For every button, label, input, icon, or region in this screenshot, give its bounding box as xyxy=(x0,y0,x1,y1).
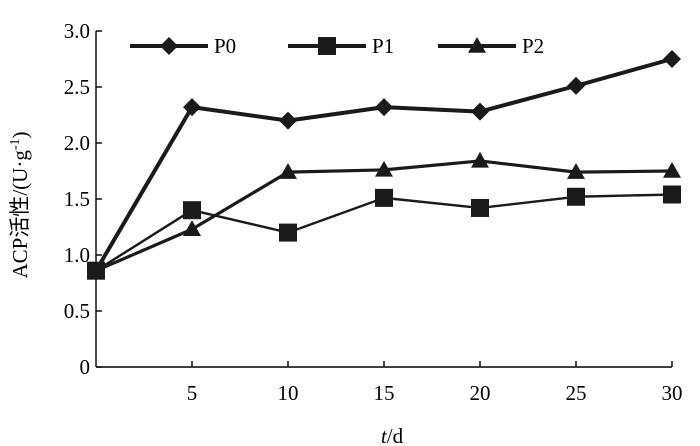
x-tick-label: 15 xyxy=(374,381,395,405)
data-point xyxy=(471,102,489,121)
data-point xyxy=(567,163,585,179)
y-axis-label-sup: -1 xyxy=(8,138,23,150)
series-P2 xyxy=(87,151,681,278)
legend-label: P1 xyxy=(372,34,394,58)
legend-item-P0: P0 xyxy=(130,34,236,58)
x-tick-label: 5 xyxy=(187,381,198,405)
y-tick-label: 2.0 xyxy=(64,131,90,155)
data-point xyxy=(471,198,489,217)
data-point xyxy=(87,261,105,278)
x-tick-label: 30 xyxy=(662,381,683,405)
data-point xyxy=(279,163,297,179)
series-layer xyxy=(87,50,681,280)
data-point xyxy=(663,185,681,204)
axes: 0 0.5 1.0 1.5 2.0 2.5 3.0 5 10 15 20 25 30 xyxy=(64,19,683,405)
y-axis-label-end: ) xyxy=(8,131,32,138)
legend-marker xyxy=(160,37,178,55)
legend-marker xyxy=(318,37,336,55)
data-point xyxy=(183,201,201,220)
data-point xyxy=(567,76,585,95)
series-P1 xyxy=(87,185,681,280)
data-point xyxy=(183,98,201,117)
data-point xyxy=(567,187,585,206)
legend-label: P0 xyxy=(214,34,236,58)
legend-label: P2 xyxy=(522,34,544,58)
x-axis-label-variable: t xyxy=(381,424,388,446)
data-point xyxy=(375,160,393,177)
x-tick-label: 25 xyxy=(566,381,587,405)
legend: P0 P1 P2 xyxy=(130,34,544,58)
y-tick-label: 2.5 xyxy=(64,75,90,99)
y-tick-label: 3.0 xyxy=(64,19,90,43)
y-tick-label: 1.0 xyxy=(64,243,90,267)
x-axis-label-unit: /d xyxy=(387,424,404,446)
data-point xyxy=(663,162,681,178)
y-axis-label: ACP活性/(U·g-1) xyxy=(8,131,32,278)
data-point xyxy=(375,188,393,207)
x-axis-label: t/d xyxy=(381,424,404,446)
x-tick-label: 10 xyxy=(278,381,299,405)
legend-item-P1: P1 xyxy=(288,34,394,58)
x-tick-label: 20 xyxy=(470,381,491,405)
data-point xyxy=(375,98,393,117)
legend-item-P2: P2 xyxy=(438,34,544,58)
y-tick-label: 1.5 xyxy=(64,187,90,211)
data-point xyxy=(279,111,297,130)
y-tick-label: 0 xyxy=(80,355,91,379)
data-point xyxy=(663,50,681,68)
data-point xyxy=(279,223,297,242)
data-point xyxy=(471,151,489,168)
legend-marker xyxy=(468,37,486,53)
y-tick-label: 0.5 xyxy=(64,299,90,323)
data-point xyxy=(183,220,201,236)
